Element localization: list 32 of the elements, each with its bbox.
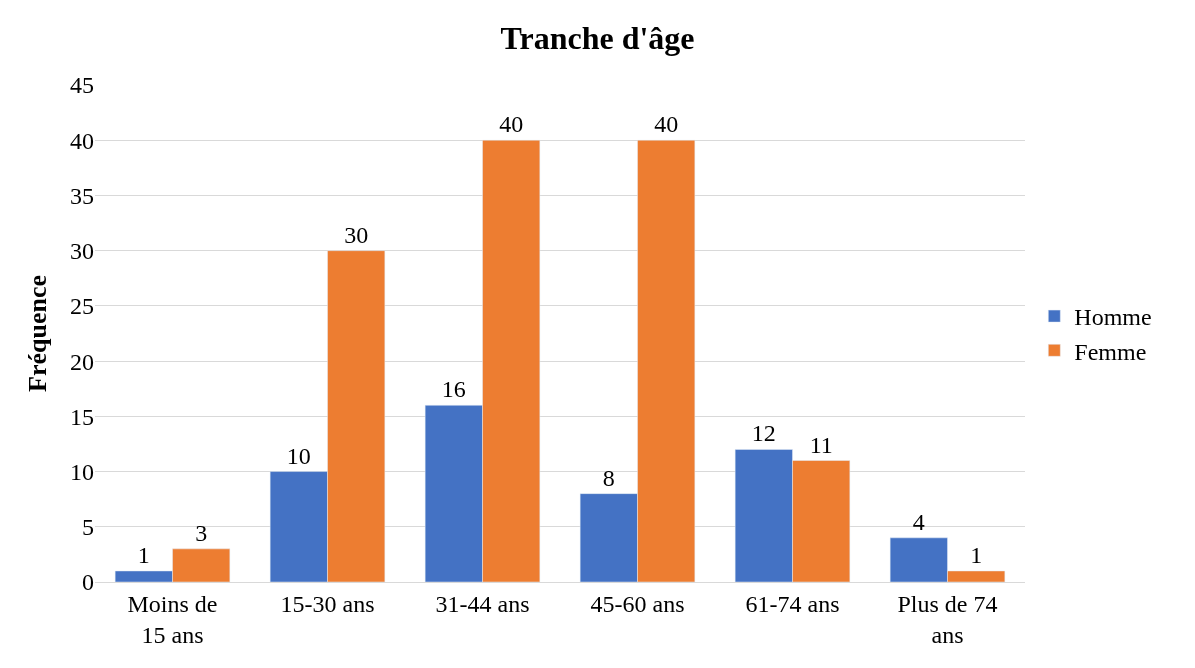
x-tick-label: Plus de 74 ans — [897, 590, 998, 648]
legend-label: Homme — [1074, 304, 1152, 331]
legend-label: Femme — [1074, 338, 1147, 365]
y-tick-label: 35 — [70, 182, 94, 209]
y-tick-label: 15 — [70, 403, 94, 430]
x-tick-label: 31-44 ans — [435, 590, 530, 617]
y-tick-label: 5 — [82, 514, 94, 541]
data-label: 40 — [499, 111, 524, 138]
data-label: 30 — [344, 221, 369, 248]
x-tick-label: 61-74 ans — [745, 590, 840, 617]
y-tick-label: 20 — [70, 348, 94, 375]
x-tick-label: 15-30 ans — [280, 590, 375, 617]
data-label: 1 — [137, 541, 150, 568]
y-axis-title: Fréquence — [23, 275, 53, 392]
data-label: 11 — [809, 431, 833, 458]
x-tick-label: 45-60 ans — [590, 590, 685, 617]
y-tick-label: 30 — [70, 238, 94, 265]
y-tick-label: 40 — [70, 127, 94, 154]
data-label: 4 — [912, 508, 925, 535]
data-label: 8 — [602, 464, 615, 491]
data-label: 1 — [970, 541, 983, 568]
data-label: 12 — [751, 420, 776, 447]
y-tick-label: 25 — [70, 293, 94, 320]
y-tick-label: 45 — [70, 72, 94, 99]
data-label: 16 — [441, 376, 466, 403]
chart-title: Tranche d'âge — [500, 20, 695, 57]
y-tick-label: 0 — [82, 569, 94, 596]
y-tick-label: 10 — [70, 458, 94, 485]
data-label: 40 — [654, 111, 679, 138]
data-label: 10 — [286, 442, 311, 469]
data-label: 3 — [195, 519, 208, 546]
x-tick-label: Moins de 15 ans — [127, 590, 218, 648]
